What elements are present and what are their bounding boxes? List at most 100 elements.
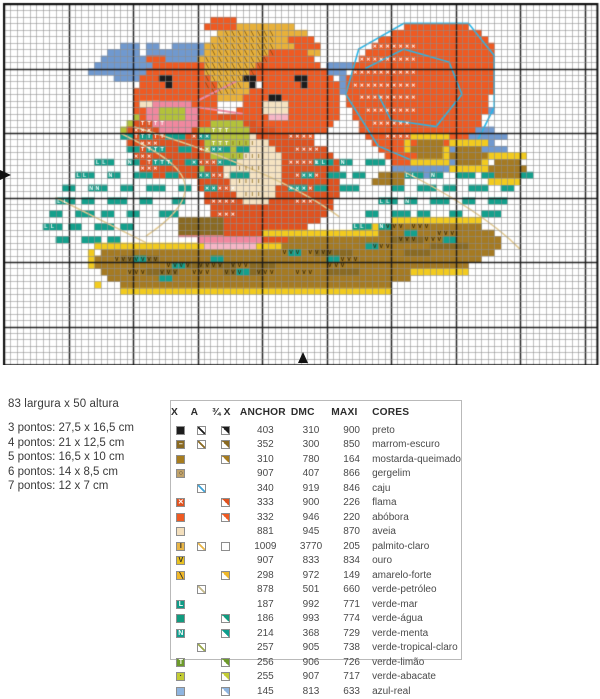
backstitch-swatch bbox=[191, 423, 212, 438]
color-swatch bbox=[171, 612, 191, 627]
legend-row: ✕ 333 900 226 flama bbox=[171, 496, 461, 511]
legend-row: 310 780 164 mostarda-queimado bbox=[171, 452, 461, 467]
legend-dmc: 945 bbox=[302, 526, 320, 538]
legend-maxi: 771 bbox=[343, 598, 360, 610]
legend-name: caju bbox=[372, 482, 391, 494]
legend-row: 403 310 900 preto bbox=[171, 423, 461, 438]
gauge-item: 7 pontos: 12 x 7 cm bbox=[8, 480, 109, 493]
empty-cell bbox=[191, 467, 212, 482]
legend-anchor: 187 bbox=[257, 598, 274, 610]
legend-name: flama bbox=[372, 497, 397, 509]
three-quarter-swatch bbox=[212, 612, 240, 627]
color-swatch: N bbox=[176, 628, 186, 638]
legend-name: verde-água bbox=[372, 613, 423, 625]
legend-name: marrom-escuro bbox=[372, 439, 440, 451]
legend-maxi: 850 bbox=[343, 439, 360, 451]
legend-dmc: 992 bbox=[302, 598, 320, 610]
empty-cell bbox=[212, 481, 240, 496]
legend-dmc: 993 bbox=[302, 613, 320, 625]
size-information: 83 largura x 50 altura 3 pontos: 27,5 x … bbox=[8, 398, 168, 494]
legend-row: 881 945 870 aveia bbox=[171, 525, 461, 540]
legend-row: 186 993 774 verde-água bbox=[171, 612, 461, 627]
empty-cell bbox=[191, 568, 212, 583]
legend-anchor: 352 bbox=[257, 439, 274, 451]
color-swatch: ╲ bbox=[171, 568, 191, 583]
legend-row: · 255 907 717 verde-abacate bbox=[171, 670, 461, 685]
legend-row: – 352 300 850 marrom-escuro bbox=[171, 438, 461, 453]
legend-maxi: 149 bbox=[343, 569, 360, 581]
three-quarter-swatch bbox=[212, 496, 240, 511]
legend-anchor: 298 bbox=[257, 569, 274, 581]
color-swatch: ✕ bbox=[176, 498, 186, 508]
legend-anchor: 255 bbox=[257, 671, 274, 683]
legend-dmc: 946 bbox=[302, 511, 320, 523]
legend-anchor: 145 bbox=[257, 685, 274, 697]
empty-cell bbox=[191, 496, 212, 511]
legend-name: amarelo-forte bbox=[372, 569, 432, 581]
legend-dmc: 407 bbox=[302, 468, 320, 480]
three-quarter-swatch bbox=[212, 684, 240, 699]
empty-cell bbox=[191, 452, 212, 467]
empty-cell bbox=[191, 525, 212, 540]
legend-row: ○ 907 407 866 gergelim bbox=[171, 467, 461, 482]
col-header-a: A bbox=[190, 407, 199, 418]
empty-cell bbox=[212, 525, 240, 540]
empty-cell bbox=[191, 684, 212, 699]
backstitch-swatch bbox=[191, 438, 212, 453]
legend-anchor: 186 bbox=[257, 613, 274, 625]
thread-legend: X A ¾ X ANCHOR DMC MAXI CORES 403 310 900 p… bbox=[170, 400, 462, 697]
backstitch-swatch bbox=[191, 641, 212, 656]
legend-row: 332 946 220 abóbora bbox=[171, 510, 461, 525]
gauge-list: 3 pontos: 27,5 x 16,5 cm 4 pontos: 21 x … bbox=[8, 421, 168, 494]
backstitch-swatch bbox=[191, 481, 212, 496]
three-quarter-swatch bbox=[212, 626, 240, 641]
legend-name: verde-abacate bbox=[372, 671, 436, 683]
empty-cell bbox=[212, 597, 240, 612]
legend-dmc: 813 bbox=[302, 685, 320, 697]
legend-dmc: 3770 bbox=[299, 540, 323, 552]
color-swatch bbox=[171, 452, 191, 467]
legend-maxi: 220 bbox=[343, 511, 360, 523]
legend-maxi: 729 bbox=[343, 627, 360, 639]
three-quarter-swatch bbox=[212, 568, 240, 583]
color-swatch bbox=[171, 510, 191, 525]
legend-maxi: 226 bbox=[343, 497, 360, 509]
legend-dmc: 501 bbox=[302, 584, 320, 596]
legend-dmc: 906 bbox=[302, 656, 320, 668]
legend-name: abóbora bbox=[372, 511, 409, 523]
empty-cell bbox=[191, 670, 212, 685]
legend-header-row: X A ¾ X ANCHOR DMC MAXI CORES bbox=[171, 407, 461, 423]
legend-dmc: 310 bbox=[302, 424, 320, 436]
legend-name: verde-petróleo bbox=[372, 584, 437, 596]
col-header-maxi: MAXI bbox=[331, 407, 358, 418]
legend-name: gergelim bbox=[372, 468, 411, 480]
legend-dmc: 368 bbox=[302, 627, 320, 639]
legend-row: 340 919 846 caju bbox=[171, 481, 461, 496]
legend-row: ╲ 298 972 149 amarelo-forte bbox=[171, 568, 461, 583]
empty-cell bbox=[191, 510, 212, 525]
empty-cell bbox=[191, 597, 212, 612]
legend-name: verde-tropical-claro bbox=[372, 642, 458, 654]
legend-name: verde-mar bbox=[372, 598, 418, 610]
legend-name: palmito-claro bbox=[372, 540, 430, 552]
legend-dmc: 900 bbox=[302, 497, 320, 509]
legend-maxi: 774 bbox=[343, 613, 360, 625]
legend-dmc: 907 bbox=[302, 671, 320, 683]
legend-dmc: 905 bbox=[302, 642, 320, 654]
legend-row: V 907 833 834 ouro bbox=[171, 554, 461, 569]
legend-anchor: 878 bbox=[257, 584, 274, 596]
three-quarter-swatch bbox=[212, 452, 240, 467]
legend-maxi: 846 bbox=[343, 482, 360, 494]
legend-name: mostarda-queimado bbox=[372, 453, 461, 465]
legend-anchor: 340 bbox=[257, 482, 274, 494]
col-header-colors: CORES bbox=[372, 407, 410, 418]
color-swatch bbox=[171, 525, 191, 540]
gauge-item: 4 pontos: 21 x 12,5 cm bbox=[8, 436, 125, 449]
color-swatch: · bbox=[171, 670, 191, 685]
cross-stitch-chart bbox=[0, 0, 600, 365]
empty-cell bbox=[191, 612, 212, 627]
center-marker-bottom-arrow-icon bbox=[298, 352, 308, 363]
legend-row: I 1009 3770 205 palmito-claro bbox=[171, 539, 461, 554]
legend-anchor: 257 bbox=[257, 642, 274, 654]
three-quarter-swatch bbox=[212, 423, 240, 438]
